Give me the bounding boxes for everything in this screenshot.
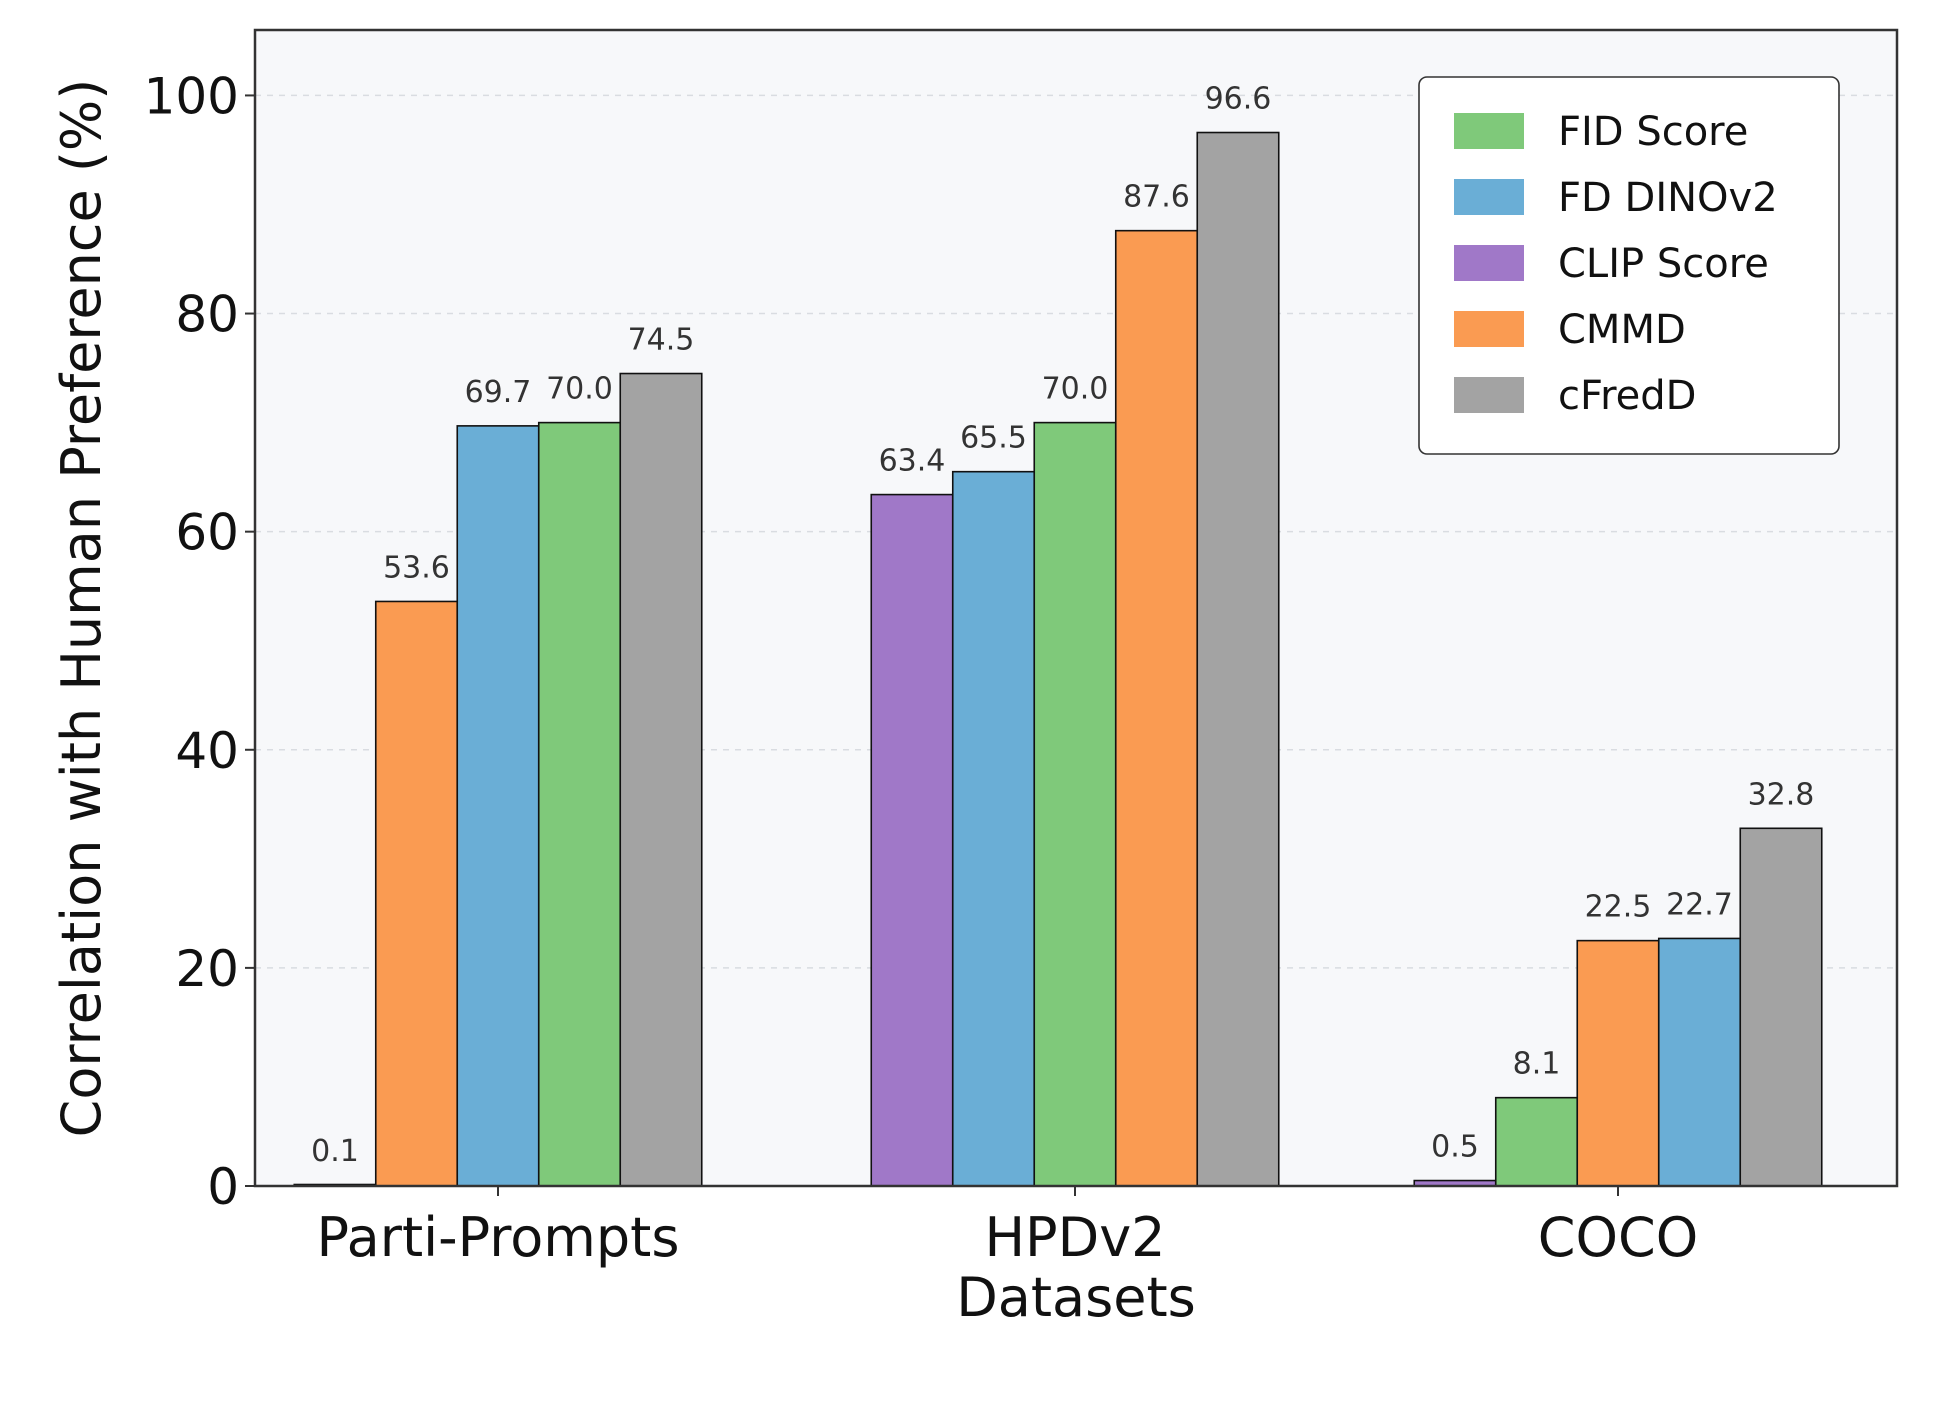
x-tick-label: HPDv2 [984, 1206, 1165, 1269]
bar-value-label: 8.1 [1513, 1047, 1561, 1082]
legend-swatch [1454, 179, 1524, 215]
y-tick-label: 20 [175, 940, 239, 998]
bar-cmmd [1576, 939, 1660, 1187]
legend-label: FD DINOv2 [1558, 175, 1778, 221]
bar-cfredd [1739, 827, 1823, 1187]
bar-fd-dinov2 [951, 470, 1036, 1187]
legend-swatch [1454, 245, 1524, 281]
bar-cmmd [374, 600, 459, 1187]
x-tick-label: COCO [1538, 1206, 1698, 1269]
bar-value-label: 70.0 [546, 372, 613, 407]
y-tick-label: 60 [175, 504, 239, 562]
bars-group [293, 131, 1823, 1187]
bar-value-label: 96.6 [1205, 82, 1272, 117]
legend-label: CMMD [1558, 307, 1686, 353]
legend-swatch [1454, 311, 1524, 347]
bar-value-label: 87.6 [1123, 180, 1190, 215]
x-axis-ticks: Parti-Prompts HPDv2 COCO [317, 1186, 1698, 1269]
bar-value-label: 70.0 [1042, 372, 1109, 407]
bar-fid-score [537, 421, 622, 1187]
bar-value-label: 69.7 [465, 375, 532, 410]
bar-value-label: 0.1 [311, 1134, 359, 1169]
y-tick-label: 0 [207, 1158, 239, 1216]
bar-cfredd [619, 372, 703, 1187]
y-tick-label: 100 [144, 67, 239, 125]
legend-label: FID Score [1558, 109, 1748, 155]
bar-clip-score [870, 493, 954, 1187]
legend-label: CLIP Score [1558, 241, 1769, 287]
bar-value-label: 53.6 [383, 550, 450, 585]
bar-fd-dinov2 [456, 425, 540, 1187]
y-axis-ticks: 0 20 40 60 80 100 [144, 67, 255, 1216]
bar-cmmd [1114, 229, 1199, 1187]
bar-value-label: 0.5 [1431, 1130, 1479, 1165]
y-tick-label: 80 [175, 286, 239, 344]
bar-value-label: 22.7 [1666, 887, 1733, 922]
bar-fid-score [1033, 421, 1117, 1187]
legend-swatch [1454, 377, 1524, 413]
bar-value-label: 65.5 [960, 421, 1027, 456]
legend-box [1418, 76, 1840, 455]
legend-swatch [1454, 113, 1524, 149]
y-tick-label: 40 [175, 722, 239, 780]
bar-fid-score [1494, 1096, 1579, 1187]
value-labels-group: 0.1 53.6 69.7 70.0 74.5 63.4 65.5 70.0 87.6 96.6 0… [311, 82, 1814, 1169]
legend-label: cFredD [1558, 373, 1696, 419]
legend: FID Score FD DINOv2 CLIP Score CMMD cFredD [1418, 76, 1840, 455]
bar-value-label: 63.4 [879, 444, 946, 479]
x-axis-title: Datasets [956, 1266, 1196, 1329]
x-tick-label: Parti-Prompts [317, 1206, 680, 1269]
bar-value-label: 32.8 [1748, 777, 1815, 812]
bar-cfredd [1196, 131, 1280, 1187]
y-axis-title: Correlation with Human Preference (%) [50, 79, 113, 1138]
bar-value-label: 74.5 [628, 323, 695, 358]
bar-value-label: 22.5 [1585, 890, 1652, 925]
bar-fd-dinov2 [1657, 937, 1742, 1187]
